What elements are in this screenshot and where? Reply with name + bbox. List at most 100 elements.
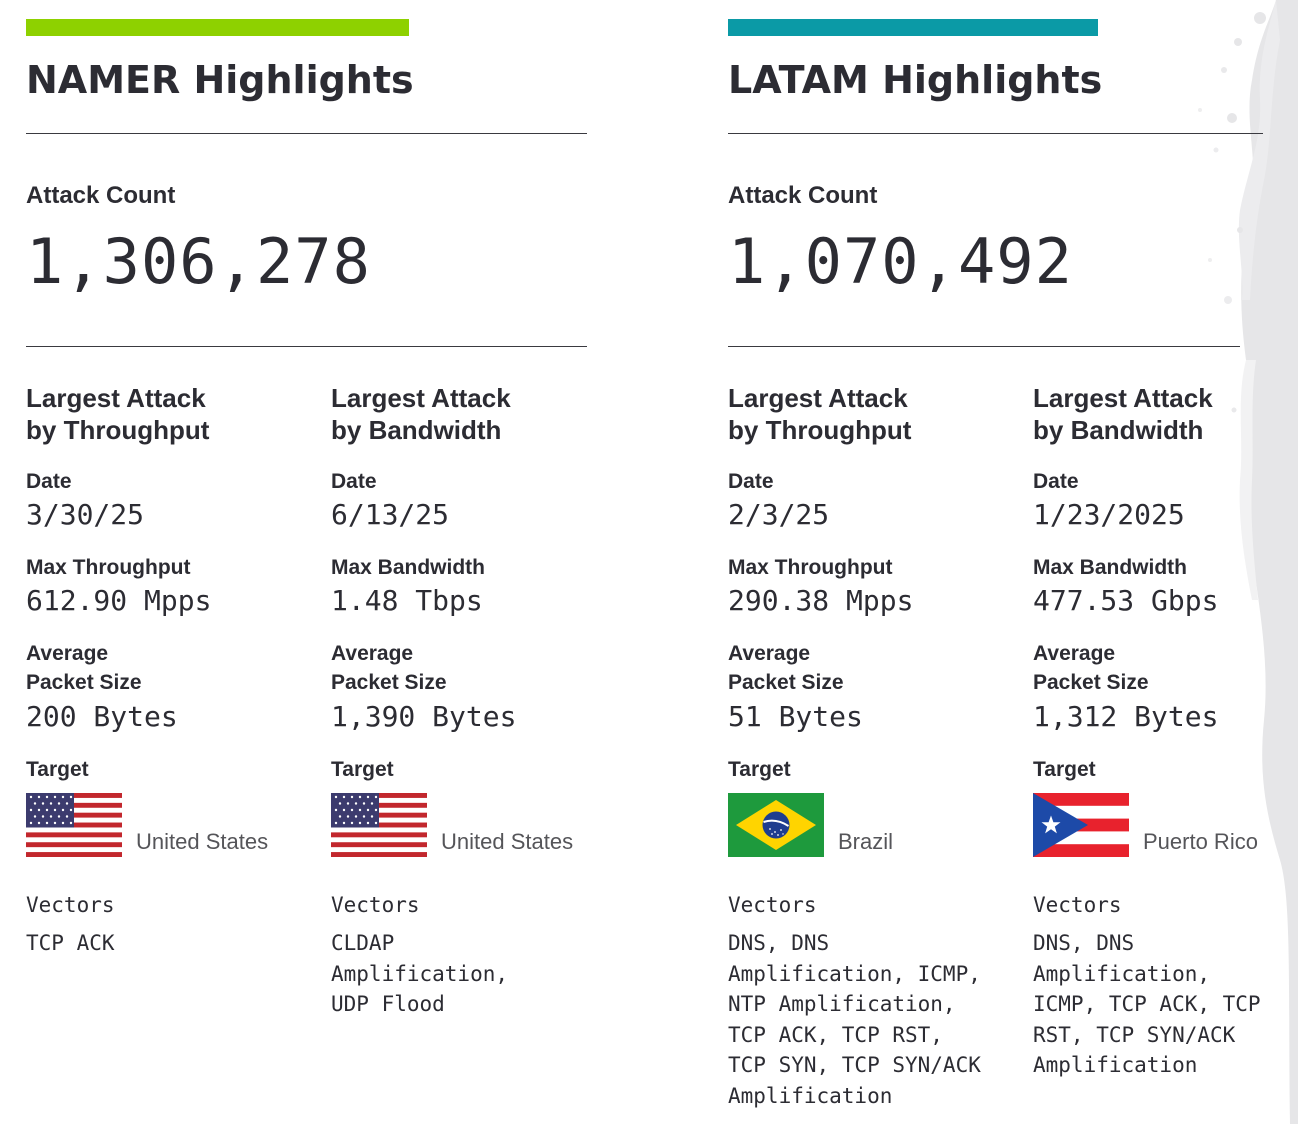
column-title-line1: Largest Attack	[1033, 383, 1213, 413]
column-title-line1: Largest Attack	[728, 383, 908, 413]
column-title: Largest Attack by Throughput	[728, 382, 911, 446]
latam-accent-bar	[728, 19, 1098, 36]
target-country: United States	[136, 829, 269, 854]
max-throughput-label: Max Throughput	[26, 556, 191, 579]
vector-line: Amplification	[1033, 1053, 1198, 1077]
vector-line: DNS, DNS	[728, 931, 830, 955]
divider	[26, 346, 587, 347]
avg-label-line2: Packet Size	[331, 671, 447, 694]
vectors-label: Vectors	[728, 893, 817, 917]
target-label: Target	[331, 758, 394, 781]
max-bandwidth-label: Max Bandwidth	[331, 556, 486, 579]
region-title: LATAM Highlights	[728, 58, 1103, 102]
vector-line: CLDAP	[331, 931, 395, 955]
vectors-list: DNS, DNS Amplification, ICMP, TCP ACK, T…	[1033, 928, 1298, 1081]
divider	[728, 346, 1240, 347]
vectors-label: Vectors	[26, 893, 115, 917]
target-label: Target	[26, 758, 89, 781]
vector-line: TCP ACK	[26, 931, 115, 955]
column-title-line2: by Bandwidth	[1033, 415, 1204, 445]
attack-count-value: 1,306,278	[26, 225, 371, 298]
target-label: Target	[728, 758, 791, 781]
max-bandwidth-value: 1.48 Tbps	[331, 584, 483, 617]
vector-line: ICMP, TCP ACK, TCP	[1033, 992, 1261, 1016]
date-label: Date	[728, 470, 774, 493]
column-title-line2: by Throughput	[26, 415, 210, 445]
vector-line: UDP Flood	[331, 992, 445, 1016]
us-flag-svg	[26, 793, 122, 857]
us-flag-icon	[331, 793, 427, 857]
avg-label-line1: Average	[331, 642, 414, 665]
column-title: Largest Attack by Bandwidth	[331, 382, 511, 446]
puerto-rico-flag-svg	[1033, 793, 1129, 857]
avg-packet-size-label: Average Packet Size	[1033, 639, 1149, 697]
avg-label-line1: Average	[728, 642, 811, 665]
avg-packet-size-label: Average Packet Size	[331, 639, 447, 697]
avg-packet-size-label: Average Packet Size	[728, 639, 844, 697]
vectors-list: CLDAP Amplification, UDP Flood	[331, 928, 611, 1020]
vectors-label: Vectors	[1033, 893, 1122, 917]
us-flag-icon	[26, 793, 122, 857]
avg-packet-size-value: 51 Bytes	[728, 700, 863, 733]
column-title-line2: by Throughput	[728, 415, 912, 445]
date-value: 6/13/25	[331, 498, 450, 531]
avg-label-line1: Average	[1033, 642, 1116, 665]
largest-attack-throughput-column: Largest Attack by Throughput Date 3/30/2…	[26, 0, 326, 1124]
brazil-flag-icon	[728, 793, 824, 857]
target-country: Brazil	[838, 829, 894, 854]
avg-label-line2: Packet Size	[26, 671, 142, 694]
vector-line: Amplification, ICMP,	[728, 961, 981, 986]
max-bandwidth-label: Max Bandwidth	[1033, 556, 1188, 579]
avg-packet-size-label: Average Packet Size	[26, 639, 142, 697]
date-value: 1/23/2025	[1033, 498, 1185, 531]
vector-line: Amplification,	[1033, 961, 1211, 986]
vectors-label: Vectors	[331, 893, 420, 917]
date-label: Date	[331, 470, 377, 493]
vector-line: Amplification	[728, 1083, 893, 1108]
vectors-list: TCP ACK	[26, 928, 306, 959]
paint-splatter-decoration	[1198, 0, 1298, 1124]
avg-label-line2: Packet Size	[728, 671, 844, 694]
vector-line: DNS, DNS	[1033, 931, 1135, 955]
target-label: Target	[1033, 758, 1096, 781]
avg-packet-size-value: 1,312 Bytes	[1033, 700, 1219, 733]
region-title: NAMER Highlights	[26, 58, 414, 102]
column-title-line1: Largest Attack	[26, 383, 206, 413]
target-country: Puerto Rico	[1143, 829, 1258, 854]
largest-attack-bandwidth-column: Largest Attack by Bandwidth Date 6/13/25…	[331, 0, 631, 1124]
column-title: Largest Attack by Bandwidth	[1033, 382, 1213, 446]
largest-attack-bandwidth-column: Largest Attack by Bandwidth Date 1/23/20…	[1033, 0, 1298, 1124]
attack-count-value: 1,070,492	[728, 225, 1073, 298]
largest-attack-throughput-column: Largest Attack by Throughput Date 2/3/25…	[728, 0, 1028, 1124]
vector-line: RST, TCP SYN/ACK	[1033, 1022, 1236, 1047]
attack-count-label: Attack Count	[26, 182, 176, 209]
vector-line: NTP Amplification,	[728, 992, 956, 1016]
vector-line: TCP ACK, TCP RST,	[728, 1022, 943, 1047]
namer-accent-bar	[26, 19, 409, 36]
target-country: United States	[441, 829, 574, 854]
date-value: 3/30/25	[26, 498, 145, 531]
max-throughput-value: 290.38 Mpps	[728, 584, 914, 617]
max-throughput-label: Max Throughput	[728, 556, 893, 579]
max-throughput-value: 612.90 Mpps	[26, 584, 212, 617]
avg-label-line2: Packet Size	[1033, 671, 1149, 694]
vector-line: TCP SYN, TCP SYN/ACK	[728, 1053, 981, 1077]
avg-packet-size-value: 1,390 Bytes	[331, 700, 517, 733]
vectors-list: DNS, DNS Amplification, ICMP, NTP Amplif…	[728, 928, 1008, 1111]
us-flag-svg	[331, 793, 427, 857]
column-title: Largest Attack by Throughput	[26, 382, 209, 446]
divider	[26, 133, 587, 134]
brazil-flag-svg	[728, 793, 824, 857]
date-label: Date	[26, 470, 72, 493]
column-title-line2: by Bandwidth	[331, 415, 502, 445]
puerto-rico-flag-icon	[1033, 793, 1129, 857]
date-label: Date	[1033, 470, 1079, 493]
date-value: 2/3/25	[728, 498, 830, 531]
avg-label-line1: Average	[26, 642, 109, 665]
divider	[728, 133, 1263, 134]
column-title-line1: Largest Attack	[331, 383, 511, 413]
vector-line: Amplification,	[331, 961, 509, 986]
max-bandwidth-value: 477.53 Gbps	[1033, 584, 1219, 617]
attack-count-label: Attack Count	[728, 182, 878, 209]
avg-packet-size-value: 200 Bytes	[26, 700, 178, 733]
